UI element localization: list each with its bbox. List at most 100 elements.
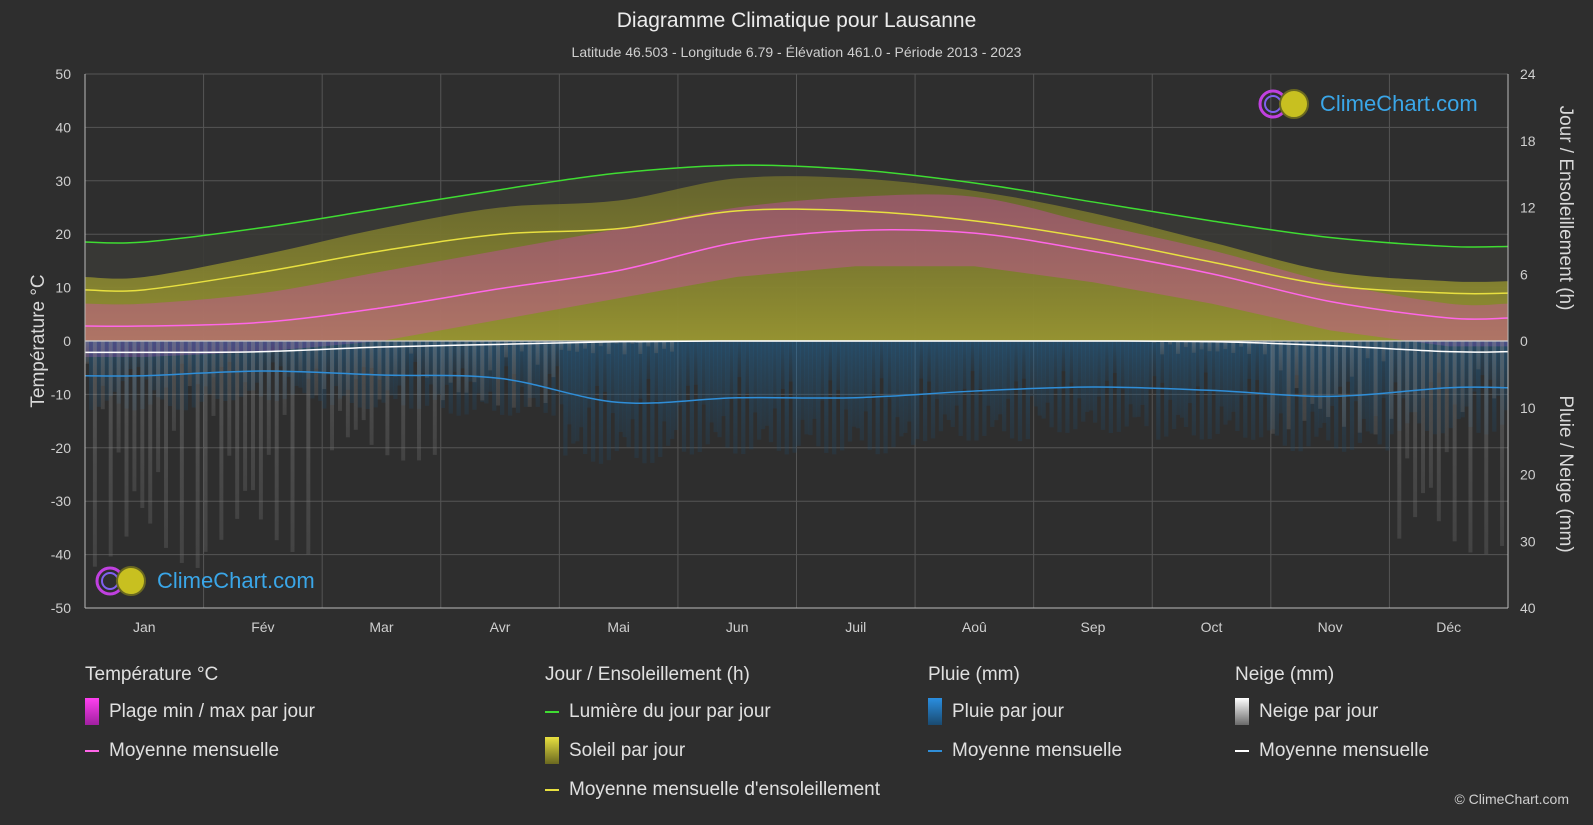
rain-bar <box>926 341 932 382</box>
snow-bar <box>322 341 327 390</box>
rain-bar <box>626 341 631 448</box>
snow-bar <box>1199 341 1204 350</box>
snow-bar <box>258 341 263 520</box>
rain-bar <box>1021 341 1027 379</box>
rain-bar <box>1227 341 1232 421</box>
legend-item-temp-range: Plage min / max par jour <box>85 698 315 725</box>
rain-bar <box>1262 341 1268 398</box>
legend-label: Moyenne mensuelle d'ensoleillement <box>569 778 880 800</box>
legend-temperature: Température °C Plage min / max par jour … <box>85 664 315 776</box>
rain-bar <box>911 341 916 445</box>
snow-bar <box>195 341 200 568</box>
snow-bar <box>274 341 279 541</box>
rain-bar <box>1005 341 1011 399</box>
rain-bar <box>863 341 868 412</box>
rain-bar <box>1353 341 1359 402</box>
snow-bar <box>148 341 153 524</box>
rain-bar <box>567 341 572 425</box>
rain-bar <box>531 341 536 398</box>
snow-bar <box>1436 341 1441 522</box>
snow-bar <box>164 341 169 548</box>
rain-bar <box>1175 341 1181 415</box>
rain-bar <box>602 341 608 392</box>
legend-title: Température °C <box>85 664 219 685</box>
rain-bar <box>950 341 955 428</box>
right-tick-label-hours: 18 <box>1520 133 1536 149</box>
rain-bar <box>978 341 983 390</box>
rain-bar <box>1187 341 1193 404</box>
rain-bar <box>1037 341 1042 416</box>
snow-bar <box>401 341 406 461</box>
rain-bar <box>843 341 849 410</box>
rain-bar <box>982 341 987 436</box>
snow-bar <box>654 341 659 354</box>
snow-bar <box>1460 341 1465 412</box>
rain-bar <box>836 341 841 391</box>
snow-bar <box>527 341 532 407</box>
rain-bar <box>326 341 331 375</box>
rain-bar <box>1278 341 1283 414</box>
snow-bar <box>1302 341 1307 421</box>
rain-bar <box>1488 341 1493 380</box>
rain-bar <box>594 341 600 386</box>
legend-snow: Neige (mm) Neige par jour Moyenne mensue… <box>1235 664 1429 776</box>
month-label: Aoû <box>962 619 987 635</box>
rain-bar <box>1073 341 1078 430</box>
rain-bar <box>579 341 584 428</box>
rain-bar <box>476 341 481 394</box>
month-label: Déc <box>1436 619 1461 635</box>
snow-bar <box>1405 341 1410 459</box>
rain-bar <box>175 341 181 410</box>
rain-bar <box>622 341 627 438</box>
legend-label: Plage min / max par jour <box>109 700 315 722</box>
rain-bar <box>1156 341 1161 440</box>
rain-bar <box>650 341 655 463</box>
rain-bar <box>278 341 283 367</box>
snow-bar <box>1357 341 1362 433</box>
snow-bar <box>140 341 145 508</box>
snow-bar <box>1389 341 1394 419</box>
rain-bar <box>1152 341 1157 377</box>
logo-bottom[interactable]: ClimeChart.com <box>95 565 315 597</box>
rain-bar <box>128 341 133 370</box>
rain-bar <box>555 341 560 367</box>
left-tick-label: -50 <box>51 600 71 616</box>
legend-label: Moyenne mensuelle <box>109 739 280 761</box>
snow-bar <box>622 341 627 355</box>
snow-bar <box>1421 341 1425 494</box>
rain-bar <box>1255 341 1260 381</box>
rain-bar <box>1393 341 1398 383</box>
snow-bar <box>456 341 461 393</box>
snow-bar <box>1468 341 1473 553</box>
snow-bar <box>535 341 540 365</box>
rain-bar <box>776 341 781 451</box>
daylight-line <box>84 164 1509 248</box>
snow-bar <box>417 341 421 461</box>
rain-bar <box>689 341 695 455</box>
right-tick-label-hours: 12 <box>1520 200 1536 216</box>
rain-bar <box>1128 341 1133 405</box>
rain-bar <box>1096 341 1102 397</box>
legend-label: Soleil par jour <box>569 739 686 761</box>
rain-bar <box>666 341 671 446</box>
snow-bar <box>496 341 501 406</box>
logo-top[interactable]: ClimeChart.com <box>1258 88 1478 120</box>
rain-bar <box>1345 341 1351 382</box>
rain-bar <box>1148 341 1153 391</box>
rain-bar <box>152 341 157 391</box>
rain-bar <box>1002 341 1007 432</box>
rain-bar <box>484 341 489 404</box>
rain-bar <box>1124 341 1129 427</box>
rain-bar <box>646 341 651 380</box>
rain-bar <box>539 341 544 387</box>
rain-bar <box>816 341 821 447</box>
rain-bar <box>575 341 580 442</box>
snow-bar <box>266 341 271 455</box>
rain-bar <box>871 341 876 393</box>
rain-bar <box>804 341 809 435</box>
rain-bar <box>1361 341 1366 419</box>
rain-bar <box>523 341 529 407</box>
rain-bar <box>768 341 774 443</box>
rain-bar <box>867 341 872 450</box>
snow-bar <box>662 341 667 349</box>
